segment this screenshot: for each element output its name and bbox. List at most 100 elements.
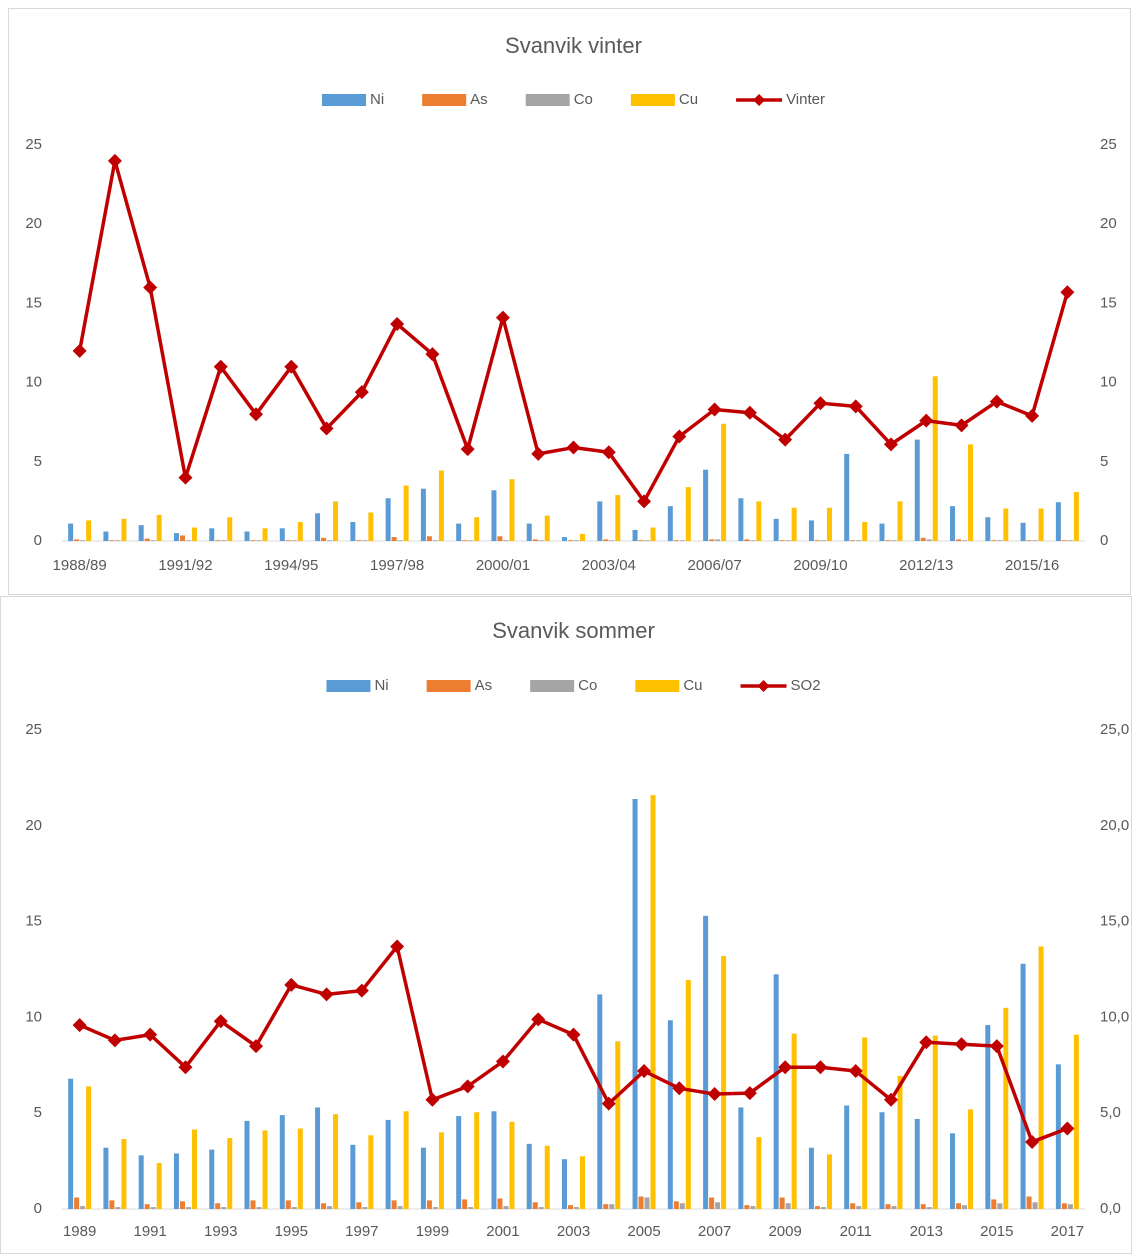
bar bbox=[103, 531, 109, 541]
bar bbox=[1026, 1196, 1032, 1209]
line-marker bbox=[390, 939, 405, 954]
bar bbox=[962, 540, 968, 541]
bar bbox=[991, 1199, 997, 1209]
bar bbox=[562, 1159, 567, 1209]
bar bbox=[109, 540, 115, 541]
bar bbox=[362, 1207, 368, 1209]
bar bbox=[356, 1202, 362, 1209]
bar bbox=[632, 529, 638, 541]
chart-title: Svanvik vinter bbox=[505, 33, 642, 58]
bar bbox=[609, 1204, 615, 1209]
line-marker bbox=[1025, 1134, 1040, 1149]
bar bbox=[685, 980, 691, 1209]
bar bbox=[356, 540, 362, 541]
line-marker bbox=[954, 1037, 969, 1052]
x-tick-label: 2009 bbox=[768, 1223, 801, 1240]
bar bbox=[968, 1109, 974, 1209]
bar bbox=[503, 540, 509, 541]
bar bbox=[808, 520, 814, 541]
bar bbox=[920, 537, 926, 541]
bar bbox=[1038, 508, 1044, 541]
line-marker bbox=[707, 1087, 722, 1102]
bar bbox=[644, 1197, 650, 1209]
legend-swatch bbox=[422, 94, 467, 106]
bar bbox=[327, 540, 333, 541]
bar bbox=[1032, 540, 1038, 541]
line-marker bbox=[107, 1033, 122, 1048]
bar bbox=[86, 1086, 92, 1209]
x-tick-label: 2011 bbox=[840, 1223, 872, 1240]
line-marker bbox=[284, 359, 299, 374]
bar bbox=[1020, 522, 1026, 541]
bar bbox=[420, 488, 426, 541]
bar bbox=[185, 1207, 191, 1209]
bar bbox=[544, 1145, 550, 1209]
line-marker bbox=[143, 280, 158, 295]
line-series bbox=[78, 944, 1068, 1144]
line-marker bbox=[460, 1079, 475, 1094]
bar bbox=[68, 1078, 74, 1209]
x-tick-label: 1997 bbox=[345, 1223, 378, 1240]
bar bbox=[221, 1207, 227, 1209]
bar bbox=[632, 798, 638, 1209]
bar bbox=[991, 540, 997, 541]
bar bbox=[497, 536, 503, 541]
bar bbox=[962, 1205, 968, 1209]
line-marker bbox=[143, 1027, 158, 1042]
bar bbox=[673, 540, 679, 541]
legend-swatch bbox=[326, 680, 371, 692]
line-marker bbox=[601, 445, 616, 460]
bar bbox=[597, 501, 603, 541]
bar bbox=[1032, 1202, 1038, 1209]
bar bbox=[215, 1203, 221, 1209]
panel-border bbox=[0, 596, 1132, 1254]
bar bbox=[826, 1154, 832, 1209]
bar bbox=[862, 521, 868, 541]
bar bbox=[438, 470, 444, 541]
bar bbox=[532, 539, 538, 541]
bar bbox=[173, 1153, 179, 1209]
y2-tick-label: 5 bbox=[1100, 453, 1108, 470]
bar bbox=[74, 539, 80, 541]
legend-label: Co bbox=[574, 91, 593, 108]
x-tick-label: 1994/95 bbox=[264, 557, 318, 574]
bar bbox=[679, 540, 685, 541]
line-marker bbox=[1060, 1121, 1075, 1136]
bar bbox=[638, 540, 644, 541]
bar bbox=[426, 536, 432, 541]
line-marker bbox=[495, 310, 510, 325]
bar bbox=[1055, 1064, 1061, 1209]
bar bbox=[426, 1200, 432, 1209]
bar bbox=[362, 540, 368, 541]
line-marker bbox=[72, 343, 87, 358]
bar bbox=[814, 540, 820, 541]
bar bbox=[368, 1135, 374, 1209]
y2-tick-label: 25,0 bbox=[1100, 721, 1129, 738]
x-tick-label: 2015/16 bbox=[1005, 557, 1059, 574]
bar bbox=[179, 1201, 185, 1209]
line-marker bbox=[72, 1018, 87, 1033]
bar bbox=[932, 376, 938, 541]
bar bbox=[956, 539, 962, 541]
bar bbox=[1038, 946, 1044, 1209]
y-tick-label: 20 bbox=[25, 215, 42, 232]
legend-swatch bbox=[753, 94, 766, 106]
bar bbox=[779, 1197, 785, 1209]
bar bbox=[1073, 1034, 1079, 1209]
legend-label: Vinter bbox=[786, 91, 825, 108]
x-tick-label: 1999 bbox=[416, 1223, 449, 1240]
bar bbox=[603, 539, 609, 541]
y-tick-label: 5 bbox=[34, 453, 42, 470]
bar bbox=[1020, 963, 1026, 1209]
bar bbox=[721, 423, 727, 541]
y2-tick-label: 15,0 bbox=[1100, 913, 1129, 930]
bar bbox=[814, 1206, 820, 1209]
x-tick-label: 2003/04 bbox=[582, 557, 636, 574]
bar bbox=[703, 915, 709, 1209]
bar bbox=[544, 515, 550, 541]
line-marker bbox=[390, 316, 405, 331]
y2-tick-label: 0,0 bbox=[1100, 1200, 1121, 1217]
bar bbox=[432, 540, 438, 541]
bar bbox=[997, 540, 1003, 541]
line-marker bbox=[425, 1092, 440, 1107]
